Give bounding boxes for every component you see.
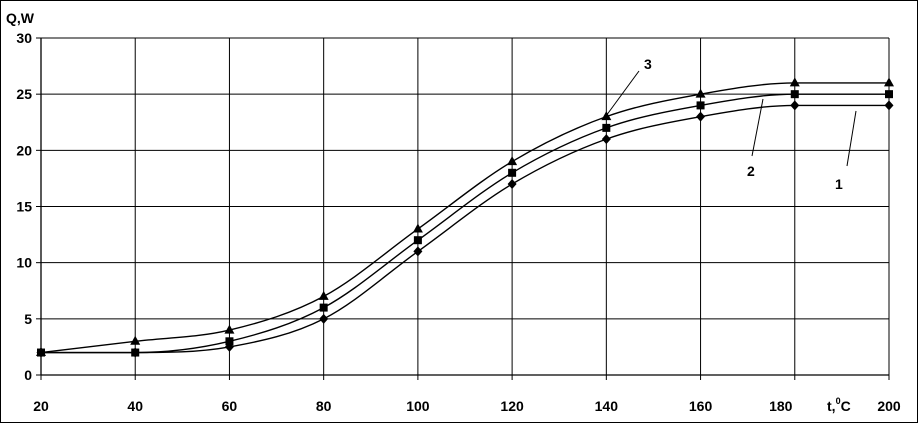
data-point-diamond [696,111,706,122]
data-point-triangle [412,223,423,233]
data-point-square [508,168,517,177]
y-tick-label: 10 [16,255,32,271]
data-point-triangle [695,88,706,98]
data-point-square [413,236,422,245]
x-axis-label-sup: 0 [836,396,841,406]
x-tick-label: 40 [127,398,143,414]
data-point-diamond [413,246,423,257]
callout-leader-1 [846,110,857,167]
curve-label-2: 2 [747,163,755,179]
x-axis-label: t,0C [827,396,851,414]
data-point-square [225,337,234,346]
y-tick-label: 25 [16,86,32,102]
data-point-diamond [790,100,800,111]
x-tick-label: 60 [222,398,238,414]
axes [36,37,890,380]
data-point-square [696,101,705,110]
series-line-1 [40,104,889,354]
data-point-diamond [884,100,894,111]
data-point-triangle [36,347,46,357]
x-tick-label: 120 [500,398,524,414]
x-tick-labels: 20 40 60 80 100 120 140 160 180 200 [33,398,901,414]
data-point-triangle [884,77,894,87]
series-2 [37,90,893,357]
x-axis-label-base: t, [827,398,836,414]
callout-leader-3 [605,70,640,117]
series-3 [36,77,894,357]
x-tick-label: 100 [406,398,430,414]
curve-callouts: 3 2 1 [605,56,857,192]
x-tick-label: 160 [689,398,713,414]
data-point-triangle [224,324,235,334]
y-tick-labels: 0 5 10 15 20 25 30 [16,30,32,383]
x-tick-label: 200 [877,398,901,414]
data-point-triangle [318,290,329,300]
grid-lines [40,37,890,376]
curve-label-1: 1 [835,176,843,192]
series-line-3 [40,82,889,354]
callout-leader-2 [751,98,764,157]
x-tick-label: 20 [33,398,49,414]
x-tick-label: 180 [769,398,793,414]
y-tick-label: 20 [16,142,32,158]
data-point-diamond [601,134,611,145]
data-point-square [319,303,328,312]
x-tick-label: 140 [595,398,619,414]
y-tick-label: 5 [24,311,32,327]
x-tick-label: 80 [316,398,332,414]
data-point-square [131,348,140,357]
data-point-square [790,90,799,99]
y-axis-label: Q,W [6,10,35,26]
data-point-square [885,90,893,99]
y-tick-label: 15 [16,199,32,215]
data-point-diamond [507,179,517,190]
data-point-square [602,123,611,132]
y-tick-label: 30 [16,30,32,46]
data-point-triangle [507,156,518,166]
data-point-triangle [789,77,800,87]
curve-label-3: 3 [644,56,652,72]
x-axis-label-unit: C [841,398,851,414]
data-point-triangle [130,335,141,345]
y-tick-label: 0 [24,367,32,383]
series-line-2 [40,93,889,354]
series-group [36,77,894,358]
data-point-diamond [319,313,329,324]
